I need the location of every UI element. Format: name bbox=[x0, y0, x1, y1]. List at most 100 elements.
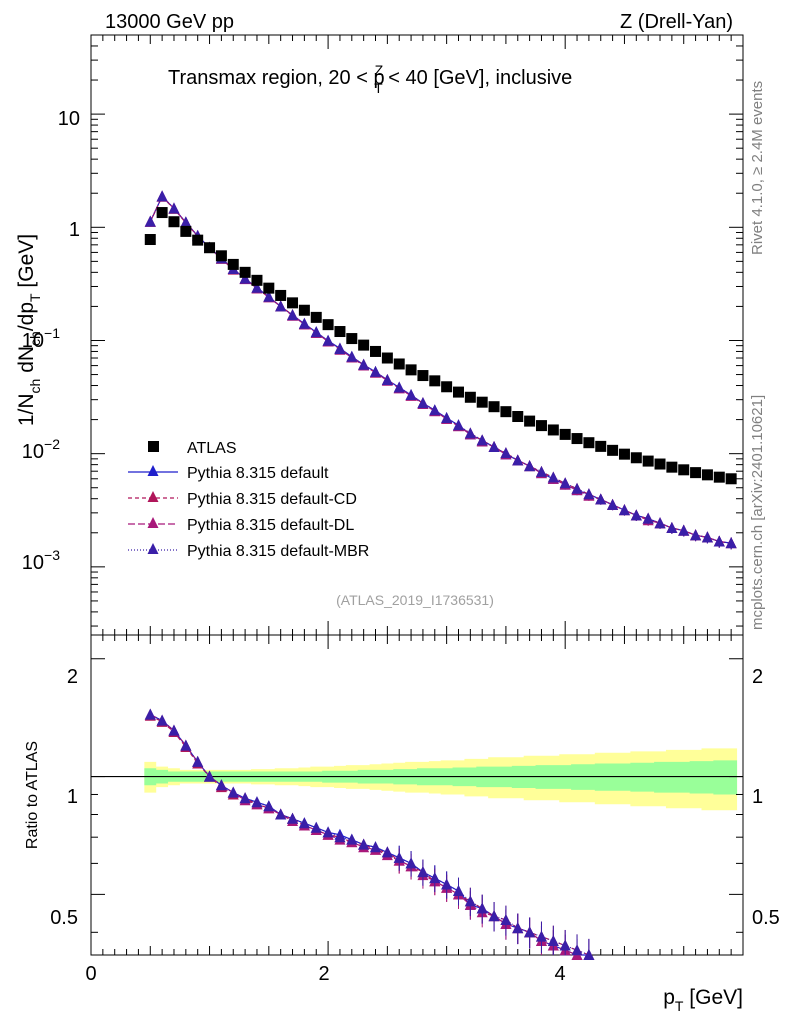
ratio-plot-frame bbox=[90, 634, 744, 956]
x-tick-label-0: 0 bbox=[85, 963, 96, 985]
ratio-point bbox=[512, 922, 524, 934]
ratio-point bbox=[144, 708, 156, 720]
x-tick-labels: 0 2 4 bbox=[85, 963, 565, 985]
data-point bbox=[488, 441, 500, 453]
atlas-point bbox=[618, 448, 630, 460]
ratio-point bbox=[310, 821, 322, 833]
y-tick-label-0p001: 10−3 bbox=[22, 547, 60, 574]
legend-marker-atlas bbox=[148, 441, 159, 452]
ratio-point bbox=[405, 857, 417, 869]
data-point bbox=[310, 326, 322, 338]
legend-marker-cd bbox=[147, 491, 159, 502]
atlas-point bbox=[287, 297, 299, 309]
atlas-point bbox=[512, 411, 524, 423]
atlas-point bbox=[405, 364, 417, 376]
legend: ATLAS Pythia 8.315 default Pythia 8.315 … bbox=[128, 440, 369, 560]
ratio-point bbox=[381, 846, 393, 858]
atlas-point bbox=[334, 326, 346, 338]
ratio-point bbox=[441, 878, 453, 890]
ratio-point bbox=[156, 714, 168, 726]
atlas-point bbox=[144, 234, 156, 246]
legend-entry-dl: Pythia 8.315 default-DL bbox=[128, 517, 354, 534]
ratio-point bbox=[180, 739, 192, 751]
atlas-point bbox=[595, 440, 607, 452]
header-right: Z (Drell-Yan) bbox=[620, 11, 733, 33]
legend-entry-default: Pythia 8.315 default bbox=[128, 465, 329, 482]
ratio-point bbox=[500, 914, 512, 926]
atlas-point bbox=[204, 242, 216, 254]
ratio-point bbox=[192, 755, 204, 767]
atlas-point bbox=[666, 461, 678, 473]
data-point bbox=[535, 465, 547, 477]
main-y-axis-label: 1/Nch dNch/dpT [GeV] bbox=[15, 234, 43, 426]
y-tick-label-10: 10 bbox=[58, 108, 80, 130]
ratio-point bbox=[417, 866, 429, 878]
ratio-point bbox=[524, 926, 536, 938]
data-point bbox=[512, 454, 524, 466]
legend-entry-mbr: Pythia 8.315 default-MBR bbox=[128, 543, 369, 560]
legend-label-cd: Pythia 8.315 default-CD bbox=[187, 491, 357, 508]
ratio-series-default bbox=[144, 708, 595, 960]
ratio-tick-right-2: 2 bbox=[752, 666, 763, 688]
atlas-point bbox=[346, 333, 358, 345]
atlas-point bbox=[370, 345, 382, 357]
atlas-point bbox=[701, 469, 713, 481]
atlas-point bbox=[417, 370, 429, 382]
atlas-point bbox=[227, 258, 239, 270]
data-point bbox=[666, 522, 678, 534]
ratio-series-line bbox=[150, 714, 590, 956]
data-point bbox=[417, 397, 429, 409]
ratio-series-cd bbox=[144, 709, 595, 960]
ratio-y-tick-labels: 2 1 0.5 2 1 0.5 bbox=[50, 666, 780, 929]
ratio-tick-right-1: 1 bbox=[752, 786, 763, 808]
atlas-point bbox=[429, 375, 441, 387]
data-point bbox=[405, 388, 417, 400]
atlas-point bbox=[464, 391, 476, 403]
ratio-point bbox=[298, 817, 310, 829]
ratio-point bbox=[168, 724, 180, 736]
atlas-point bbox=[441, 381, 453, 393]
atlas-point bbox=[725, 473, 737, 485]
atlas-point bbox=[678, 464, 690, 476]
ratio-point bbox=[547, 935, 559, 947]
ratio-point bbox=[452, 885, 464, 897]
ratio-point bbox=[476, 902, 488, 914]
data-point bbox=[441, 411, 453, 423]
data-point bbox=[322, 334, 334, 346]
ratio-point bbox=[322, 826, 334, 838]
main-y-tick-labels: 10 1 10−1 10−2 10−3 bbox=[22, 108, 80, 574]
y-tick-label-1: 1 bbox=[69, 219, 80, 241]
plot-title: Transmax region, 20 < pZ T < 40 [GeV], in… bbox=[168, 62, 572, 96]
data-point bbox=[370, 365, 382, 377]
atlas-point bbox=[275, 289, 287, 301]
ratio-tick-left-1: 1 bbox=[67, 786, 78, 808]
atlas-point bbox=[156, 207, 168, 219]
atlas-point bbox=[571, 433, 583, 445]
mcplots-label: mcplots.cern.ch [arXiv:2401.10621] bbox=[749, 395, 766, 630]
atlas-point bbox=[298, 304, 310, 316]
atlas-point bbox=[180, 225, 192, 237]
data-point bbox=[583, 488, 595, 500]
atlas-point bbox=[524, 415, 536, 427]
atlas-point bbox=[452, 386, 464, 398]
atlas-point bbox=[559, 428, 571, 440]
data-point bbox=[381, 373, 393, 385]
legend-label-default: Pythia 8.315 default bbox=[187, 465, 329, 482]
ratio-tick-right-0p5: 0.5 bbox=[752, 907, 780, 929]
main-data-layer bbox=[144, 190, 737, 550]
atlas-point bbox=[381, 352, 393, 364]
legend-marker-dl bbox=[147, 517, 159, 528]
data-point bbox=[547, 471, 559, 483]
atlas-point bbox=[251, 274, 263, 286]
ratio-point bbox=[227, 786, 239, 798]
atlas-point bbox=[192, 234, 204, 246]
axis-ticks bbox=[90, 34, 744, 955]
atlas-point bbox=[583, 437, 595, 449]
ratio-series-dl bbox=[144, 708, 583, 960]
ratio-series-mbr bbox=[144, 708, 595, 960]
atlas-point bbox=[547, 424, 559, 436]
ratio-y-axis-label: Ratio to ATLAS bbox=[24, 741, 41, 849]
legend-label-mbr: Pythia 8.315 default-MBR bbox=[187, 543, 369, 560]
legend-marker-default bbox=[147, 465, 159, 476]
